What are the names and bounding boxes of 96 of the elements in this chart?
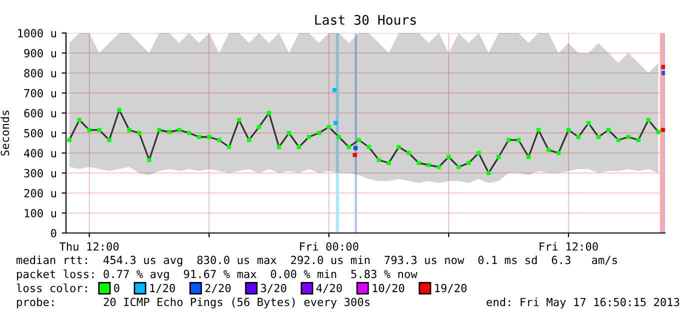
point — [626, 134, 630, 140]
point — [346, 144, 351, 150]
point — [506, 138, 511, 142]
point — [77, 118, 82, 122]
point — [117, 108, 122, 112]
point — [187, 130, 192, 136]
x-tick-label: Fri 12:00 — [540, 242, 598, 251]
point — [127, 128, 132, 132]
y-tick-label: 300 u — [24, 169, 56, 178]
legend-label: 1/20 — [150, 284, 175, 294]
point — [366, 144, 371, 150]
point — [226, 144, 232, 150]
point — [456, 164, 461, 170]
legend-label: 4/20 — [316, 284, 342, 294]
point — [177, 128, 182, 132]
legend-label: 2/20 — [205, 284, 231, 294]
point — [306, 134, 312, 140]
y-tick-label: 200 u — [24, 189, 56, 198]
point — [316, 130, 321, 136]
point — [662, 70, 665, 76]
point — [276, 144, 282, 150]
y-tick-label: 0 — [51, 229, 56, 238]
point — [332, 88, 337, 92]
point — [147, 158, 152, 162]
point — [576, 134, 581, 140]
point — [661, 64, 665, 70]
point — [596, 134, 601, 140]
line-series — [68, 109, 660, 174]
point — [167, 130, 172, 134]
point — [352, 152, 357, 158]
point — [486, 170, 491, 176]
point — [286, 130, 292, 136]
point — [516, 138, 521, 142]
x-tick-label: Fri 00:00 — [300, 242, 358, 251]
point — [556, 150, 561, 156]
chart-title: Last 30 Hours — [315, 14, 416, 25]
point — [333, 120, 338, 126]
legend-label: 10/20 — [372, 284, 404, 294]
text: median rtt: 454.3 us avg 830.0 us max 292.0 us min 793.3 us now 0.1 ms sd 6.3 am/s — [16, 256, 617, 266]
point — [546, 148, 551, 152]
point — [656, 130, 660, 134]
point — [97, 128, 102, 132]
point — [566, 128, 571, 132]
point — [236, 118, 242, 122]
point — [107, 138, 112, 142]
legend-label: 19/20 — [435, 284, 467, 294]
point — [386, 160, 391, 166]
point — [436, 164, 441, 170]
legend-label: 0 — [114, 284, 120, 292]
point — [636, 138, 640, 142]
point — [586, 120, 591, 126]
legend-title: loss color: — [16, 284, 87, 292]
point — [216, 138, 222, 142]
point — [476, 150, 481, 156]
point — [496, 154, 501, 160]
x-tick-label: Thu 12:00 — [59, 242, 119, 251]
y-tick-label: 400 u — [24, 149, 56, 158]
point — [616, 138, 620, 142]
point — [396, 144, 401, 150]
point — [426, 162, 431, 168]
point — [266, 110, 272, 116]
point — [87, 128, 92, 132]
legend-label: 3/20 — [260, 284, 286, 294]
text: probe: 20 ICMP Echo Pings (56 Bytes) every 300s — [17, 298, 370, 308]
point — [606, 128, 611, 132]
point — [137, 130, 142, 136]
y-tick-label: 100 u — [24, 209, 56, 218]
point — [446, 154, 451, 160]
y-axis-title: Seconds — [0, 110, 10, 156]
y-tick-label: 900 u — [24, 49, 56, 58]
point — [406, 150, 411, 156]
y-tick-label: 1000 u — [18, 29, 56, 38]
y-tick-label: 800 u — [24, 69, 56, 78]
y-tick-label: 700 u — [24, 89, 56, 98]
text: end: Fri May 17 16:50:15 2013 — [486, 298, 680, 308]
point — [67, 138, 72, 142]
y-tick-label: 600 u — [24, 109, 56, 118]
point — [157, 128, 162, 132]
point — [356, 138, 361, 142]
point — [660, 128, 665, 132]
point — [246, 138, 252, 142]
point — [207, 134, 212, 140]
point — [536, 128, 541, 132]
point — [197, 134, 202, 140]
point — [353, 146, 358, 150]
point — [646, 118, 650, 122]
point — [326, 124, 331, 130]
point — [256, 124, 262, 130]
point — [416, 160, 421, 166]
point — [336, 134, 341, 140]
point — [296, 144, 302, 150]
point — [376, 158, 381, 162]
y-tick-label: 500 u — [24, 129, 56, 138]
text: packet loss: 0.77 % avg 91.67 % max 0.00 % min 5.83 % now — [17, 270, 418, 280]
point — [526, 154, 531, 160]
point — [466, 160, 471, 166]
